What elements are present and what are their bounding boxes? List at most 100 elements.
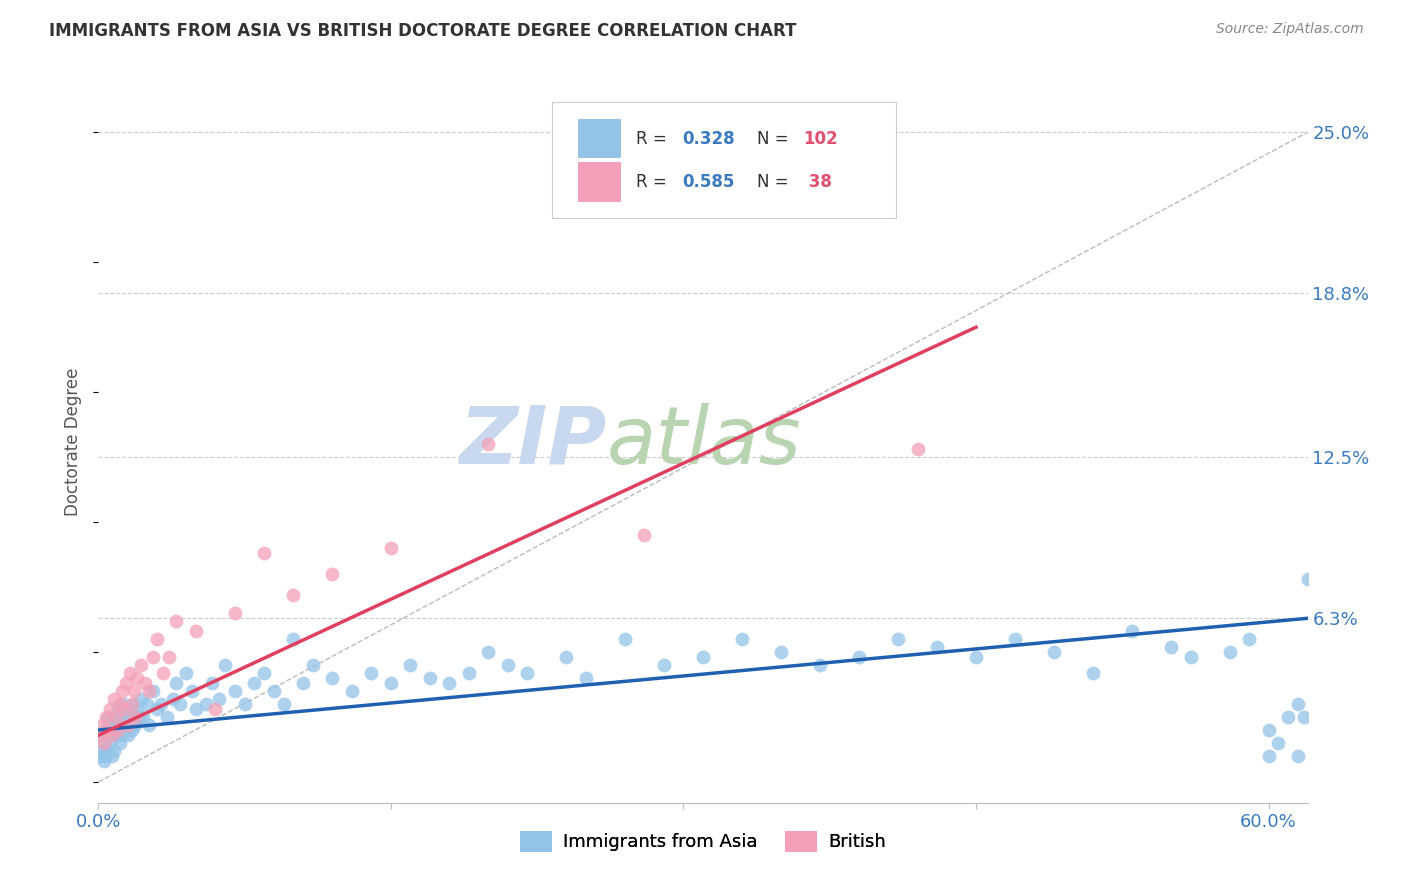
Point xyxy=(149,697,172,711)
Point xyxy=(111,728,134,742)
Point xyxy=(93,736,115,750)
FancyBboxPatch shape xyxy=(578,162,621,202)
Point xyxy=(162,691,184,706)
Point xyxy=(965,650,987,665)
Point xyxy=(925,640,948,654)
Point xyxy=(848,650,870,665)
Point xyxy=(93,754,115,768)
FancyBboxPatch shape xyxy=(578,119,621,158)
Point xyxy=(652,658,675,673)
Point xyxy=(96,723,118,737)
FancyBboxPatch shape xyxy=(551,102,897,218)
Point xyxy=(575,671,598,685)
Point xyxy=(458,665,481,680)
Text: atlas: atlas xyxy=(606,402,801,481)
Point xyxy=(419,671,441,685)
Point xyxy=(91,744,114,758)
Point xyxy=(107,723,129,737)
Point xyxy=(1257,749,1279,764)
Point xyxy=(184,702,207,716)
Point xyxy=(124,718,146,732)
Point xyxy=(283,588,305,602)
Point xyxy=(169,697,191,711)
Point xyxy=(108,710,131,724)
Text: N =: N = xyxy=(758,130,794,148)
Point xyxy=(283,632,305,646)
Point xyxy=(808,658,831,673)
Point xyxy=(1237,632,1260,646)
Point xyxy=(98,728,121,742)
Point xyxy=(194,697,217,711)
Point xyxy=(200,676,222,690)
Point xyxy=(108,697,131,711)
Point xyxy=(101,723,124,737)
Point xyxy=(122,697,145,711)
Point xyxy=(184,624,207,639)
Text: IMMIGRANTS FROM ASIA VS BRITISH DOCTORATE DEGREE CORRELATION CHART: IMMIGRANTS FROM ASIA VS BRITISH DOCTORAT… xyxy=(49,22,797,40)
Text: Source: ZipAtlas.com: Source: ZipAtlas.com xyxy=(1216,22,1364,37)
Point xyxy=(165,676,187,690)
Point xyxy=(134,676,156,690)
Y-axis label: Doctorate Degree: Doctorate Degree xyxy=(65,368,83,516)
Point xyxy=(1081,665,1104,680)
Point xyxy=(103,691,125,706)
Point xyxy=(112,697,135,711)
Point xyxy=(107,723,129,737)
Point xyxy=(146,702,169,716)
Point xyxy=(1043,645,1066,659)
Point xyxy=(121,697,143,711)
Point xyxy=(1257,723,1279,737)
Point xyxy=(399,658,422,673)
Point xyxy=(263,684,285,698)
Point xyxy=(1267,736,1289,750)
Point xyxy=(165,614,187,628)
Point xyxy=(243,676,266,690)
Point xyxy=(93,736,115,750)
Point xyxy=(253,665,276,680)
Point xyxy=(128,710,150,724)
Point xyxy=(112,702,135,716)
Point xyxy=(98,702,121,716)
Text: R =: R = xyxy=(637,130,672,148)
Point xyxy=(516,665,538,680)
Point xyxy=(101,749,124,764)
Point xyxy=(136,697,159,711)
Point xyxy=(97,710,120,724)
Point xyxy=(1277,710,1299,724)
Point xyxy=(118,702,141,716)
Point xyxy=(127,671,149,685)
Point xyxy=(96,710,118,724)
Point xyxy=(97,718,120,732)
Point xyxy=(380,541,402,555)
Point xyxy=(253,546,276,560)
Point xyxy=(97,723,120,737)
Point xyxy=(321,567,343,582)
Point xyxy=(104,718,127,732)
Point xyxy=(107,702,129,716)
Point xyxy=(208,691,231,706)
Point xyxy=(214,658,236,673)
Point xyxy=(157,650,180,665)
Point xyxy=(1292,710,1315,724)
Point xyxy=(1004,632,1026,646)
Point xyxy=(439,676,461,690)
Point xyxy=(1286,697,1309,711)
Point xyxy=(132,710,155,724)
Text: R =: R = xyxy=(637,173,672,191)
Point xyxy=(633,528,655,542)
Point xyxy=(97,744,120,758)
Point xyxy=(103,710,125,724)
Point xyxy=(1286,749,1309,764)
Point xyxy=(118,665,141,680)
Point xyxy=(114,710,136,724)
Point xyxy=(111,684,134,698)
Point xyxy=(91,718,114,732)
Point xyxy=(1180,650,1202,665)
Point xyxy=(477,645,499,659)
Point xyxy=(273,697,295,711)
Point xyxy=(121,723,143,737)
Point xyxy=(321,671,343,685)
Text: 0.585: 0.585 xyxy=(682,173,735,191)
Point xyxy=(731,632,754,646)
Point xyxy=(156,710,179,724)
